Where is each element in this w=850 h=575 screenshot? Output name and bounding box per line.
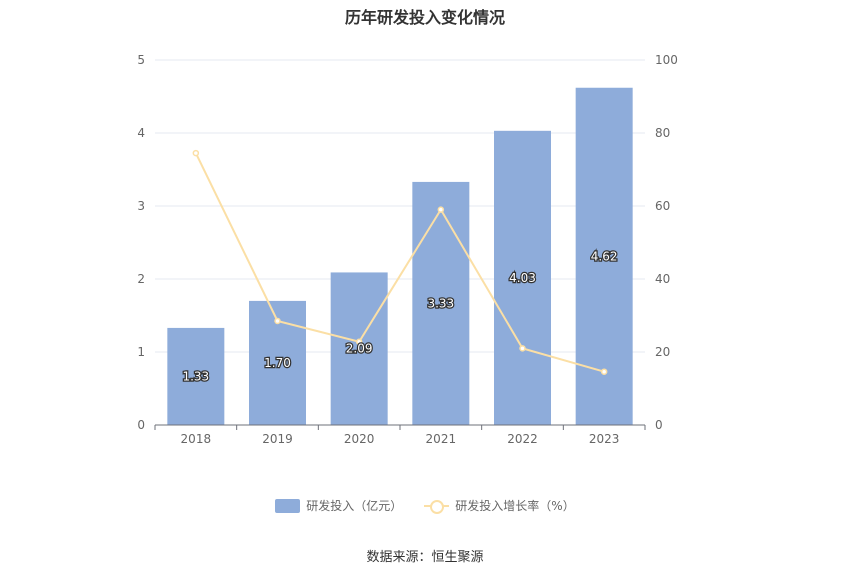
bar-data-label: 1.33: [182, 369, 209, 383]
bar: [494, 130, 551, 425]
bar: [412, 181, 470, 425]
bar-data-label: 3.33: [427, 296, 454, 310]
y-right-tick-label: 80: [655, 126, 670, 140]
y-right-tick-label: 60: [655, 199, 670, 213]
growth-point: [519, 345, 526, 352]
data-source: 数据来源：恒生聚源: [366, 550, 484, 565]
legend-item-line[interactable]: 研发投入增长率（%）: [424, 497, 575, 514]
bar-data-label: 4.03: [509, 271, 536, 285]
growth-point: [600, 368, 608, 375]
y-left-tick-label: 3: [137, 199, 145, 213]
bar-data-label: 2.09: [346, 342, 373, 356]
legend-bar-swatch: [275, 498, 301, 513]
legend-bar-label: 研发投入（亿元）: [306, 499, 403, 513]
growth-line: [194, 152, 605, 373]
x-tick-label: 2018: [181, 432, 212, 446]
legend-line-swatch: [424, 499, 450, 514]
y-left-tick-label: 0: [137, 418, 145, 432]
y-right-tick-label: 100: [655, 53, 678, 67]
growth-point: [355, 338, 363, 346]
bar-data-label: 4.62: [591, 249, 618, 263]
x-tick-label: 2020: [344, 432, 375, 446]
legend-line-label: 研发投入增长率（%）: [455, 499, 575, 513]
growth-point: [274, 317, 281, 325]
x-tick-label: 2021: [426, 432, 457, 446]
y-left-tick-label: 5: [137, 53, 145, 67]
x-tick-label: 2019: [262, 432, 293, 446]
y-right-tick-label: 40: [655, 272, 670, 286]
chart-title: 历年研发投入变化情况: [344, 8, 505, 27]
bar-data-label: 1.70: [264, 356, 291, 370]
x-tick-label: 2023: [589, 432, 620, 446]
chart-legend: 研发投入（亿元） 研发投入增长率（%）: [0, 497, 850, 514]
y-left-tick-label: 4: [137, 126, 145, 140]
y-right-tick-label: 0: [655, 418, 663, 432]
growth-point: [192, 149, 200, 157]
legend-item-bar[interactable]: 研发投入（亿元）: [275, 497, 402, 514]
bar: [330, 272, 388, 425]
y-left-tick-label: 1: [137, 345, 145, 359]
y-right-tick-label: 20: [655, 345, 670, 359]
growth-point: [437, 206, 445, 213]
y-left-tick-label: 2: [137, 272, 145, 286]
x-tick-label: 2022: [507, 432, 538, 446]
bar: [167, 327, 225, 425]
